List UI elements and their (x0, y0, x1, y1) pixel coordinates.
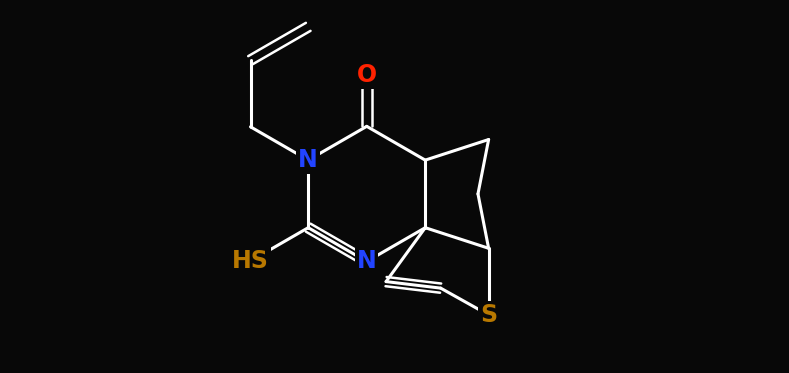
Text: N: N (298, 148, 318, 172)
Text: O: O (357, 63, 377, 87)
Text: N: N (357, 250, 376, 273)
Text: S: S (480, 303, 497, 327)
Text: HS: HS (232, 249, 269, 273)
